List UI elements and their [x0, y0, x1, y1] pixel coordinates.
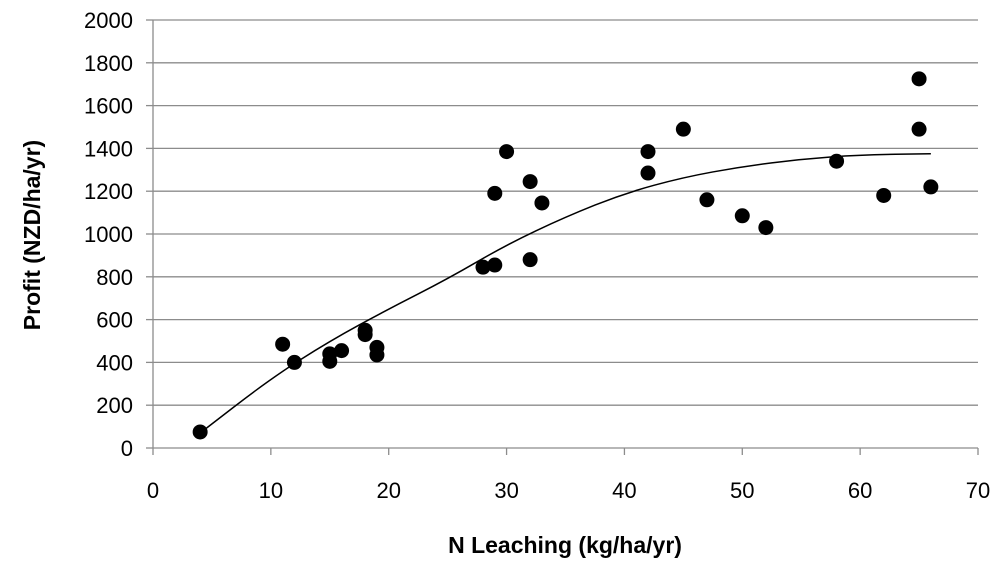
data-point — [534, 195, 550, 211]
data-point — [487, 185, 503, 201]
x-tick-label: 10 — [259, 478, 283, 503]
data-point — [499, 144, 515, 160]
data-point — [275, 336, 291, 352]
x-tick-label: 0 — [147, 478, 159, 503]
data-point — [876, 187, 892, 203]
y-tick-label: 1600 — [84, 94, 133, 119]
y-tick-label: 800 — [96, 265, 133, 290]
data-point — [640, 165, 656, 181]
x-tick-label: 60 — [848, 478, 872, 503]
data-point — [522, 252, 538, 268]
x-tick-label: 20 — [376, 478, 400, 503]
y-tick-label: 2000 — [84, 8, 133, 33]
data-point — [322, 353, 338, 369]
data-point — [829, 153, 845, 169]
data-point — [675, 121, 691, 137]
data-point — [699, 192, 715, 208]
y-axis-title: Profit (NZD/ha/yr) — [19, 140, 45, 330]
x-axis-title: N Leaching (kg/ha/yr) — [448, 532, 682, 558]
axes — [146, 19, 979, 455]
y-tick-label: 1800 — [84, 51, 133, 76]
y-tick-label: 1000 — [84, 222, 133, 247]
data-point — [357, 327, 373, 343]
tick-labels: 0 200 400 600 800 1000 1200 1400 1600 1800 2000 0 10… — [84, 8, 990, 503]
data-point — [734, 208, 750, 224]
data-point — [640, 144, 656, 160]
data-point — [522, 174, 538, 190]
y-tick-label: 200 — [96, 393, 133, 418]
y-tick-label: 0 — [121, 436, 133, 461]
x-tick-label: 70 — [966, 478, 990, 503]
y-tick-label: 600 — [96, 308, 133, 333]
data-point — [192, 424, 208, 440]
x-tick-label: 50 — [730, 478, 754, 503]
data-point — [286, 354, 302, 370]
data-point — [369, 347, 385, 363]
data-points — [192, 71, 939, 440]
data-point — [923, 179, 939, 195]
x-tick-label: 40 — [612, 478, 636, 503]
x-tick-label: 30 — [494, 478, 518, 503]
trendline-group — [199, 153, 931, 434]
y-tick-label: 1200 — [84, 179, 133, 204]
data-point — [475, 259, 491, 275]
trendline — [199, 153, 931, 434]
data-point — [911, 121, 927, 137]
y-tick-label: 400 — [96, 350, 133, 375]
data-point — [911, 71, 927, 87]
data-point — [487, 257, 503, 273]
data-point — [334, 343, 350, 359]
data-point — [758, 220, 774, 236]
y-tick-label: 1400 — [84, 136, 133, 161]
